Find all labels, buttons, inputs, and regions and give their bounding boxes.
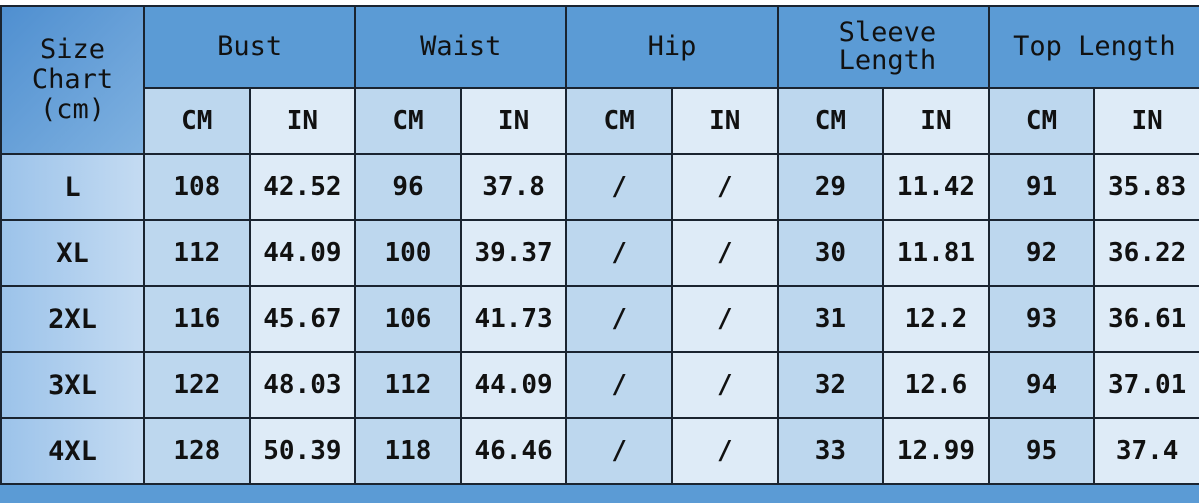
size-table: Size Chart (cm) Bust Waist Hip Sleeve Le…	[0, 5, 1199, 485]
table-cell: 11.81	[882, 219, 990, 287]
table-cell: 106	[354, 285, 462, 353]
table-cell: 93	[987, 285, 1096, 353]
unit-header-cm: CM	[987, 87, 1096, 155]
table-cell: 11.42	[882, 153, 990, 221]
table-cell: 122	[143, 351, 251, 419]
table-cell: /	[565, 219, 673, 287]
table-cell: /	[565, 285, 673, 353]
table-cell: 30	[776, 219, 885, 287]
size-label: 4XL	[0, 417, 145, 485]
group-header-hip: Hip	[565, 5, 779, 89]
table-row: 3XL 122 48.03 112 44.09//32 12.6 94 37.01	[0, 351, 1199, 419]
table-cell: 45.67	[248, 285, 357, 353]
group-header-waist: Waist	[354, 5, 568, 89]
table-cell: 39.37	[459, 219, 568, 287]
table-cell: /	[670, 285, 779, 353]
corner-line: Chart	[31, 64, 114, 95]
table-row: XL 112 44.09 100 39.37//30 11.81 92 36.22	[0, 219, 1199, 287]
table-cell: 12.99	[882, 417, 990, 485]
table-cell: 31	[776, 285, 885, 353]
size-label: XL	[0, 219, 145, 287]
header-row-groups: Size Chart (cm) Bust Waist Hip Sleeve Le…	[0, 5, 1199, 155]
table-cell: 50.39	[248, 417, 357, 485]
table-cell: 37.01	[1093, 351, 1199, 419]
table-cell: 94	[987, 351, 1096, 419]
unit-header-cm: CM	[143, 87, 251, 155]
size-label: L	[0, 153, 145, 221]
table-cell: 116	[143, 285, 251, 353]
table-cell: 100	[354, 219, 462, 287]
table-cell: /	[670, 417, 779, 485]
group-header-sleeve-length: Sleeve Length	[776, 5, 990, 89]
table-cell: 35.83	[1093, 153, 1199, 221]
table-cell: 48.03	[248, 351, 357, 419]
table-cell: 118	[354, 417, 462, 485]
size-label: 2XL	[0, 285, 145, 353]
table-row: L 108 42.52 96 37.8//29 11.42 91 35.83	[0, 153, 1199, 221]
corner-header: Size Chart (cm)	[0, 5, 145, 155]
table-cell: 112	[354, 351, 462, 419]
table-cell: 36.22	[1093, 219, 1199, 287]
bottom-band	[0, 489, 1199, 503]
unit-header-cm: CM	[776, 87, 885, 155]
unit-header-in: IN	[248, 87, 357, 155]
table-cell: 91	[987, 153, 1096, 221]
table-row: 2XL 116 45.67 106 41.73//31 12.2 93 36.61	[0, 285, 1199, 353]
table-cell: /	[565, 417, 673, 485]
table-cell: 29	[776, 153, 885, 221]
table-cell: /	[565, 351, 673, 419]
table-cell: /	[670, 153, 779, 221]
unit-header-in: IN	[459, 87, 568, 155]
unit-header-cm: CM	[565, 87, 673, 155]
table-cell: 44.09	[248, 219, 357, 287]
table-row: 4XL 128 50.39 118 46.46//33 12.99 95 37.4	[0, 417, 1199, 485]
header-row-units: CM IN CM IN CM IN CM IN CM IN	[1, 87, 1199, 155]
table-cell: 92	[987, 219, 1096, 287]
table-cell: 37.4	[1093, 417, 1199, 485]
table-cell: 12.2	[882, 285, 990, 353]
table-cell: 36.61	[1093, 285, 1199, 353]
table-cell: 33	[776, 417, 885, 485]
table-cell: /	[670, 219, 779, 287]
table-cell: 42.52	[248, 153, 357, 221]
corner-line: (cm)	[39, 94, 106, 125]
table-cell: 44.09	[459, 351, 568, 419]
unit-header-in: IN	[882, 87, 990, 155]
table-cell: 12.6	[882, 351, 990, 419]
table-cell: 32	[776, 351, 885, 419]
table-cell: 112	[143, 219, 251, 287]
unit-header-in: IN	[670, 87, 779, 155]
group-header-bust: Bust	[142, 5, 357, 89]
table-cell: 128	[143, 417, 251, 485]
unit-header-cm: CM	[354, 87, 462, 155]
table-cell: /	[670, 351, 779, 419]
table-cell: 96	[354, 153, 462, 221]
table-cell: /	[565, 153, 673, 221]
table-cell: 108	[143, 153, 251, 221]
table-cell: 37.8	[459, 153, 568, 221]
group-header-top-length: Top Length	[987, 5, 1199, 89]
table-cell: 41.73	[459, 285, 568, 353]
corner-line: Size	[39, 34, 106, 65]
table-cell: 46.46	[459, 417, 568, 485]
size-label: 3XL	[0, 351, 145, 419]
unit-header-in: IN	[1093, 87, 1199, 155]
table-cell: 95	[987, 417, 1096, 485]
